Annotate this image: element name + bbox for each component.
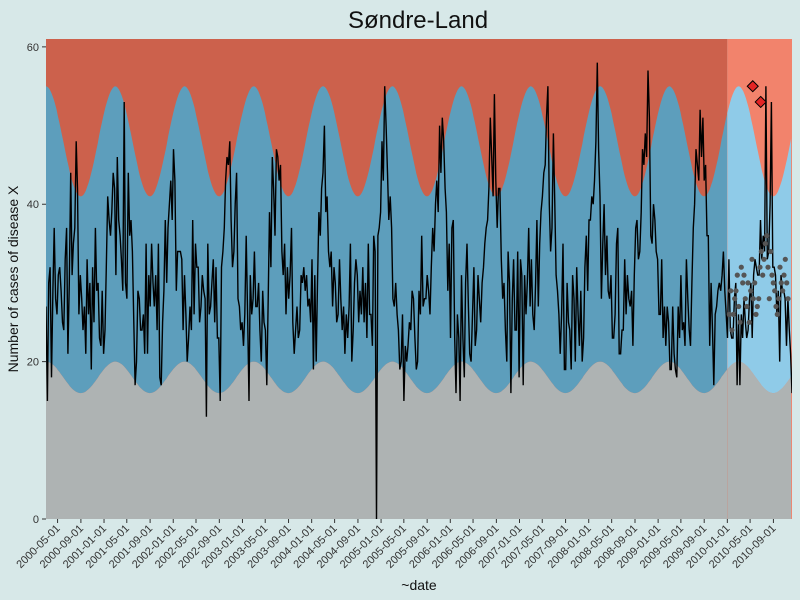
forecast-point <box>758 248 764 255</box>
forecast-point <box>774 311 780 317</box>
x-axis: 2000-05-012000-09-012001-01-012001-05-01… <box>14 519 779 571</box>
alarm-points <box>746 80 767 109</box>
forecast-point <box>777 264 783 270</box>
forecast-point <box>769 272 775 278</box>
forecast-point <box>754 303 760 310</box>
forecast-point <box>730 311 736 317</box>
forecast-point <box>768 248 774 255</box>
forecast-point <box>766 296 772 302</box>
y-tick-label: 0 <box>33 514 39 526</box>
alarm-point <box>754 95 767 109</box>
forecast-point <box>757 264 763 270</box>
forecast-point <box>748 288 754 294</box>
forecast-point <box>760 272 766 278</box>
forecast-point <box>784 280 790 286</box>
forecast-point <box>772 288 778 294</box>
forecast-point <box>736 303 742 310</box>
forecast-point <box>765 264 771 270</box>
forecast-point <box>762 241 768 247</box>
forecast-point <box>756 296 762 302</box>
y-axis: 0 20 40 60 <box>27 42 46 526</box>
forecast-point <box>738 264 744 270</box>
forecast-point <box>746 319 752 325</box>
x-axis-label: ~date <box>401 577 437 593</box>
alarm-point <box>746 80 759 93</box>
forecast-point <box>732 296 738 302</box>
forecast-point <box>752 280 758 286</box>
forecast-point <box>737 319 743 325</box>
forecast-point <box>734 272 740 278</box>
lower-region <box>46 361 727 519</box>
forecast-points <box>726 233 791 333</box>
forecast-point <box>745 280 751 286</box>
cases-line <box>46 62 792 519</box>
forecast-lower-region <box>727 361 792 519</box>
forecast-point <box>741 272 747 278</box>
forecast-point <box>778 280 784 286</box>
chart-title: Søndre-Land <box>348 7 488 34</box>
forecast-point <box>728 288 734 294</box>
y-tick-label: 20 <box>27 357 39 369</box>
forecast-point <box>761 256 767 262</box>
forecast-point <box>753 311 759 317</box>
forecast-point <box>749 256 755 262</box>
forecast-point <box>770 280 776 286</box>
plot-panel <box>46 39 792 519</box>
y-tick-label: 40 <box>27 199 39 211</box>
forecast-point <box>744 303 750 310</box>
y-axis-label: Number of cases of disease X <box>5 185 21 372</box>
expected-range-band <box>46 86 727 394</box>
forecast-point <box>776 296 782 302</box>
forecast-point <box>785 296 791 302</box>
forecast-point <box>750 296 756 302</box>
forecast-point <box>773 303 779 310</box>
forecast-point <box>781 272 787 278</box>
y-tick-label: 60 <box>27 42 39 54</box>
forecast-point <box>764 233 770 239</box>
forecast-point <box>740 280 746 286</box>
forecast-point <box>729 327 735 333</box>
forecast-point <box>782 256 788 262</box>
forecast-point <box>726 311 732 317</box>
forecast-point <box>780 288 786 294</box>
forecast-point <box>733 288 739 294</box>
forecast-point <box>742 296 748 302</box>
